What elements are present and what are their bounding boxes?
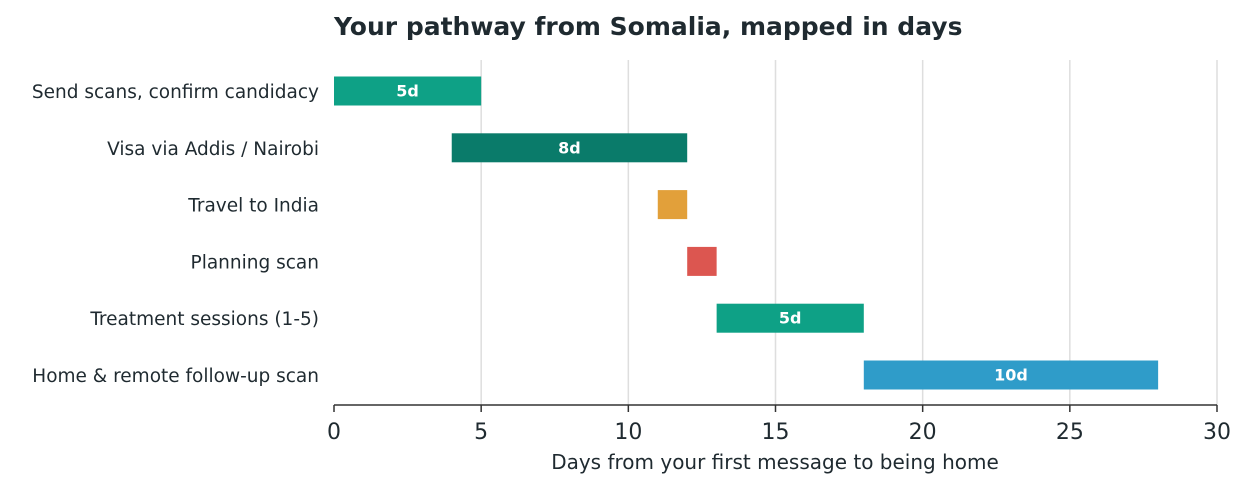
- chart-title: Your pathway from Somalia, mapped in day…: [333, 12, 962, 41]
- category-labels: Send scans, confirm candidacy Visa via Ad…: [32, 82, 319, 387]
- bars: 5d 8d 5d 10d: [334, 76, 1159, 390]
- x-tick-label-30: 30: [1203, 420, 1231, 445]
- category-label-2: Visa via Addis / Nairobi: [107, 139, 319, 160]
- category-label-4: Planning scan: [191, 252, 319, 273]
- x-tick-label-25: 25: [1056, 420, 1084, 445]
- grid-lines: [480, 60, 1218, 405]
- category-label-5: Treatment sessions (1-5): [89, 309, 319, 330]
- bar-value-label-6: 10d: [994, 366, 1028, 385]
- bar-task-2: [451, 133, 688, 163]
- bar-task-6: [863, 360, 1159, 390]
- category-label-1: Send scans, confirm candidacy: [32, 82, 319, 103]
- x-axis-label: Days from your first message to being ho…: [551, 450, 999, 474]
- x-tick-label-0: 0: [327, 420, 341, 445]
- x-tick-label-10: 10: [614, 420, 642, 445]
- bar-task-1: [334, 76, 482, 106]
- category-label-3: Travel to India: [187, 196, 319, 217]
- bar-task-4: [687, 246, 717, 276]
- x-ticks: 0 5 10 15 20 25 30: [327, 405, 1231, 445]
- bar-value-label-2: 8d: [558, 138, 581, 157]
- x-tick-label-15: 15: [762, 420, 790, 445]
- bar-task-3: [657, 190, 688, 220]
- x-tick-label-5: 5: [474, 420, 488, 445]
- bar-task-5: [716, 303, 864, 333]
- bar-value-label-5: 5d: [779, 309, 802, 328]
- x-tick-label-20: 20: [909, 420, 937, 445]
- bar-value-label-1: 5d: [396, 82, 419, 101]
- category-label-6: Home & remote follow-up scan: [32, 366, 319, 387]
